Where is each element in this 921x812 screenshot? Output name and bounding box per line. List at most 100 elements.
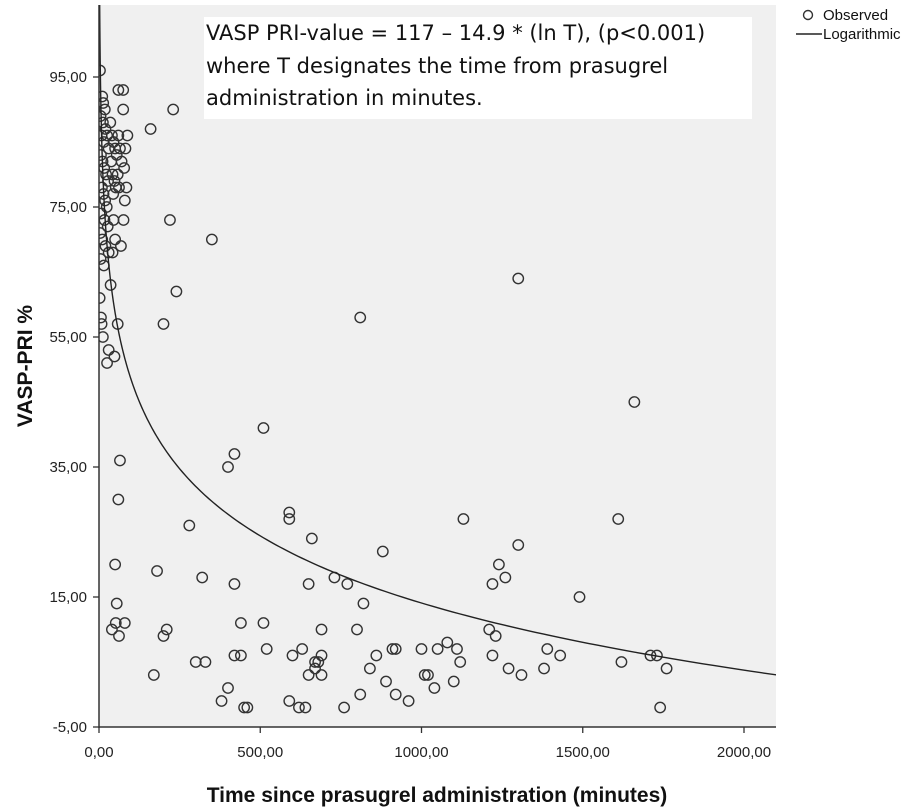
- observed-point: [109, 233, 122, 246]
- observed-point: [441, 636, 454, 649]
- observed-point: [157, 318, 170, 330]
- observed-point: [112, 493, 125, 506]
- y-tick-label: 95,00: [49, 69, 87, 86]
- annotation-box: VASP PRI-value = 117 – 14.9 * (ln T), (p…: [204, 17, 752, 119]
- observed-point: [144, 123, 157, 135]
- observed-point: [422, 669, 434, 681]
- observed-point: [512, 539, 525, 551]
- observed-point: [112, 84, 125, 96]
- observed-point: [312, 656, 325, 668]
- observed-point: [120, 181, 133, 194]
- observed-point: [293, 701, 305, 714]
- y-tick-label: 55,00: [49, 329, 87, 346]
- y-axis-title: VASP-PRI %: [14, 305, 37, 427]
- observed-point: [402, 695, 415, 707]
- observed-point: [302, 669, 315, 681]
- observed-point: [99, 90, 109, 103]
- observed-point: [612, 513, 625, 525]
- observed-point: [260, 643, 273, 655]
- observed-point: [99, 162, 111, 174]
- observed-point: [99, 253, 107, 265]
- y-tick-label: 15,00: [49, 589, 87, 606]
- observed-point: [492, 558, 505, 571]
- x-tick-label: 500,00: [237, 744, 283, 761]
- observed-point: [241, 701, 254, 714]
- observed-point: [101, 357, 113, 369]
- y-tick-label: -5,00: [53, 719, 87, 736]
- observed-point: [113, 181, 125, 194]
- y-tick-label: 35,00: [49, 459, 87, 476]
- observed-point: [114, 454, 126, 467]
- observed-point: [457, 513, 470, 525]
- observed-point: [357, 597, 370, 610]
- observed-point: [99, 318, 108, 330]
- observed-point: [164, 214, 176, 226]
- observed-point: [199, 656, 212, 668]
- legend-observed-label: Observed: [823, 7, 888, 24]
- observed-point: [428, 682, 441, 694]
- observed-point: [386, 643, 399, 655]
- annotation-line-2: where T designates the time from prasugr…: [206, 54, 668, 78]
- annotation-line-1: VASP PRI-value = 117 – 14.9 * (ln T), (p…: [206, 21, 705, 45]
- observed-point: [615, 656, 628, 668]
- observed-point: [106, 623, 118, 636]
- observed-point: [189, 656, 202, 668]
- observed-point: [389, 688, 402, 701]
- observed-point: [99, 311, 107, 324]
- observed-point: [160, 623, 173, 636]
- observed-point: [99, 207, 108, 220]
- observed-point: [117, 84, 130, 96]
- observed-point: [502, 662, 515, 675]
- observed-point: [228, 448, 241, 460]
- observed-point: [305, 532, 318, 545]
- observed-point: [454, 656, 467, 668]
- y-tick-label: 75,00: [49, 199, 87, 216]
- observed-point: [99, 97, 110, 109]
- observed-point: [341, 578, 354, 590]
- plot-background: [99, 5, 776, 727]
- x-tick-label: 2000,00: [717, 744, 771, 761]
- observed-point: [380, 675, 392, 688]
- y-axis-ticks: -5,00 15,00 35,00 55,00 75,00 95,00: [49, 69, 99, 736]
- observed-point: [107, 188, 120, 200]
- observed-point: [541, 643, 554, 655]
- observed-point: [215, 695, 228, 707]
- observed-point: [102, 344, 115, 356]
- fit-line: [99, 5, 776, 676]
- observed-point: [99, 240, 112, 252]
- observed-point: [228, 649, 241, 662]
- observed-point: [376, 545, 389, 558]
- observed-point: [157, 630, 170, 642]
- observed-point: [99, 181, 108, 194]
- observed-point: [315, 669, 328, 681]
- observed-point: [108, 350, 121, 363]
- observed-point: [296, 643, 309, 655]
- observed-point: [315, 649, 328, 662]
- observed-point: [222, 461, 234, 473]
- observed-point: [121, 129, 134, 142]
- observed-point: [234, 649, 247, 662]
- observed-point: [628, 396, 641, 408]
- observed-point: [113, 630, 125, 642]
- observed-point: [654, 701, 667, 714]
- observed-point: [118, 617, 131, 629]
- observed-point: [104, 116, 117, 129]
- observed-point: [354, 688, 367, 701]
- observed-point: [222, 682, 234, 694]
- observed-point: [486, 649, 499, 662]
- observed-point: [118, 194, 131, 207]
- observed-point: [299, 701, 312, 714]
- observed-point: [415, 643, 428, 655]
- annotation-line-3: administration in minutes.: [206, 86, 483, 110]
- observed-point: [196, 571, 209, 584]
- observed-point: [147, 669, 160, 681]
- observed-point: [110, 597, 123, 610]
- observed-point: [257, 422, 270, 434]
- observed-point: [363, 662, 376, 675]
- observed-point: [151, 565, 163, 577]
- legend-observed-marker: [802, 9, 814, 21]
- observed-point: [234, 617, 247, 629]
- observed-point: [573, 591, 586, 603]
- x-tick-label: 0,00: [84, 744, 113, 761]
